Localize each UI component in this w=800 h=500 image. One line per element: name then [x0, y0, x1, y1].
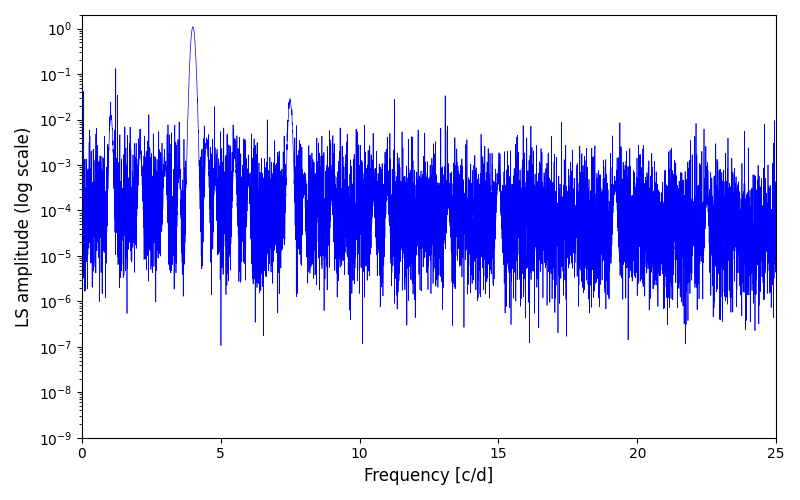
Y-axis label: LS amplitude (log scale): LS amplitude (log scale) [15, 126, 33, 326]
X-axis label: Frequency [c/d]: Frequency [c/d] [364, 467, 494, 485]
